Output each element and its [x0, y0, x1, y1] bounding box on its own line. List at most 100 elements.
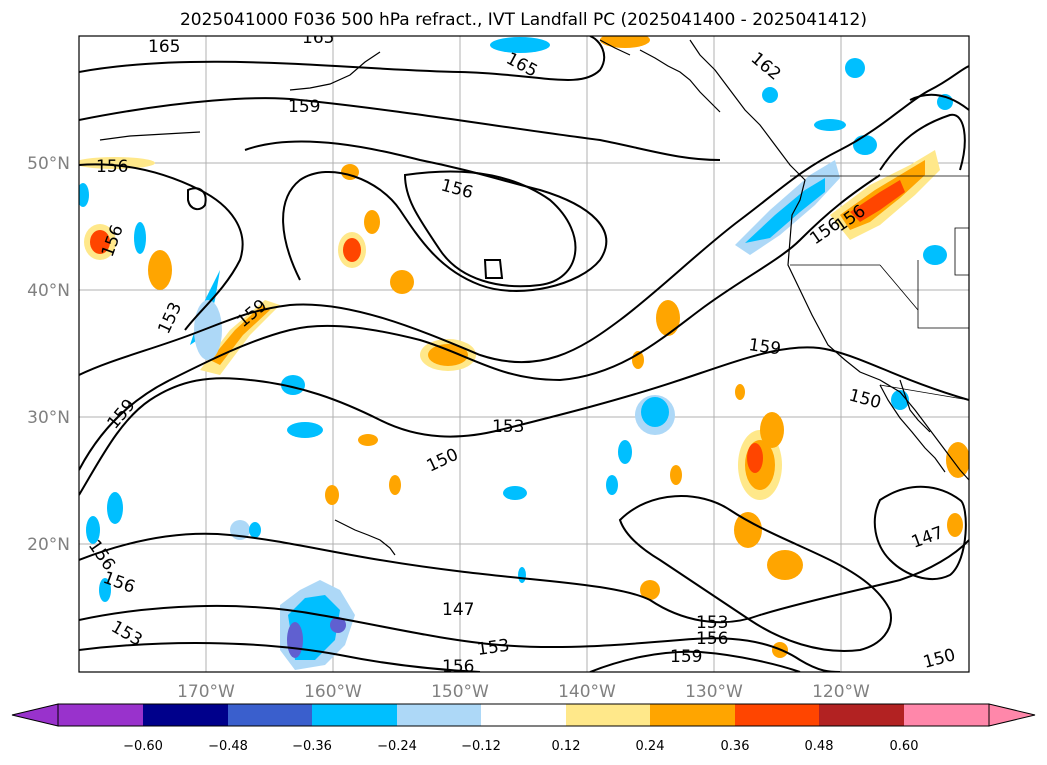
contour-small-closed2	[187, 187, 207, 211]
contour-159-south2	[589, 650, 801, 672]
coastline	[689, 39, 969, 481]
contour-label: 159	[747, 335, 782, 359]
neg-shade	[923, 245, 947, 265]
colorbar-segment	[819, 704, 904, 726]
colorbar-tick-label: 0.12	[552, 739, 581, 754]
contour-label: 159	[288, 97, 320, 117]
neg-shade	[745, 178, 825, 243]
lon-tick-label: 130°W	[685, 682, 743, 702]
colorbar-segment	[566, 704, 650, 726]
colorbar-segment	[58, 704, 143, 726]
lat-tick-label: 50°N	[27, 154, 70, 174]
colorbar-tick-label: 0.60	[890, 739, 919, 754]
neg-shade	[618, 440, 632, 464]
contour-156	[79, 163, 244, 331]
pos-shade	[946, 442, 969, 478]
contour-label: 147	[442, 600, 474, 620]
pos-shade	[148, 250, 172, 290]
colorbar-segment	[312, 704, 397, 726]
coastline	[899, 379, 931, 433]
contour-159	[79, 97, 721, 161]
lat-tick-label: 20°N	[27, 535, 70, 555]
contour-153-south	[79, 604, 841, 672]
neg-shade	[287, 422, 323, 438]
lat-tick-label: 30°N	[27, 408, 70, 428]
colorbar-segments	[57, 703, 990, 727]
contour-label: 159	[670, 647, 702, 667]
contour-closed	[403, 170, 577, 288]
contour-159-south	[79, 174, 881, 471]
contour-label: 165	[148, 37, 180, 57]
colorbar-segment	[481, 704, 566, 726]
contour-147-east	[873, 485, 967, 580]
colorbar-segment	[650, 704, 735, 726]
contour-labels: 165 165 165 162 159 156 156 156 156 159 …	[84, 28, 958, 677]
pos-shade	[79, 157, 155, 169]
colorbar-extend-right	[988, 703, 1036, 727]
lon-tick-label: 120°W	[812, 682, 870, 702]
contour-label: 153	[696, 613, 728, 633]
contour-156-south	[79, 642, 481, 672]
colorbar-segment	[228, 704, 312, 726]
coastlines	[99, 39, 969, 556]
colorbar-tick-label: 0.36	[721, 739, 750, 754]
colorbar-segment	[904, 704, 989, 726]
coastline	[879, 384, 946, 473]
contour-label: 156	[442, 657, 474, 677]
contour-153	[79, 65, 969, 376]
neg-shade	[86, 516, 100, 544]
neg-shade	[503, 486, 527, 500]
pos-shade	[947, 513, 963, 537]
contour-label: 156	[96, 157, 128, 177]
neg-shade	[287, 622, 303, 658]
map-title: 2025041000 F036 500 hPa refract., IVT La…	[179, 10, 867, 30]
pos-shade	[760, 412, 784, 448]
pos-shade	[428, 344, 468, 366]
colorbar-tick-label: −0.24	[377, 739, 417, 754]
latitude-ticks: 50°N 40°N 30°N 20°N	[27, 154, 70, 555]
coastline	[639, 49, 721, 113]
contour-ne	[909, 93, 969, 111]
pos-shade	[600, 36, 650, 48]
contour-label: 165	[302, 28, 334, 48]
colorbar-tick-label: −0.60	[123, 739, 163, 754]
coastline	[334, 519, 396, 556]
contour-156-inner	[244, 140, 608, 292]
neg-shade	[814, 119, 846, 131]
neg-shade	[490, 37, 550, 53]
contour-147	[79, 532, 969, 624]
refractivity-contours	[79, 36, 969, 672]
pos-shade	[210, 305, 270, 365]
lon-tick-label: 170°W	[177, 682, 235, 702]
lat-tick-label: 40°N	[27, 281, 70, 301]
pos-shade	[735, 384, 745, 400]
pos-shade	[325, 485, 339, 505]
longitude-ticks: 170°W 160°W 150°W 140°W 130°W 120°W	[177, 682, 870, 702]
colorbar-tick-label: −0.48	[208, 739, 248, 754]
colorbar: −0.60 −0.48 −0.36 −0.24 −0.12 0.12 0.24 …	[11, 703, 1036, 754]
colorbar-extend-left	[11, 703, 59, 727]
contour-165	[79, 36, 606, 81]
contour-label: 153	[492, 417, 524, 437]
colorbar-tick-label: 0.24	[636, 739, 665, 754]
contour-147-closed	[618, 495, 892, 652]
border	[879, 384, 969, 401]
neg-shade	[518, 567, 526, 583]
pos-shade	[390, 270, 414, 294]
colorbar-tick-label: −0.12	[461, 739, 501, 754]
neg-shade	[194, 300, 222, 360]
pos-shade	[358, 434, 378, 446]
contour-150	[79, 346, 969, 496]
neg-shade	[641, 397, 669, 427]
pos-shade	[670, 465, 682, 485]
map-frame	[78, 35, 970, 673]
neg-shade	[845, 58, 865, 78]
colorbar-tick-label: 0.48	[805, 739, 834, 754]
pos-shade	[90, 230, 110, 254]
neg-shade	[249, 522, 261, 538]
colorbar-segment	[143, 704, 228, 726]
coastline	[289, 51, 381, 91]
pos-shade	[656, 300, 680, 336]
pos-shade	[850, 180, 905, 222]
